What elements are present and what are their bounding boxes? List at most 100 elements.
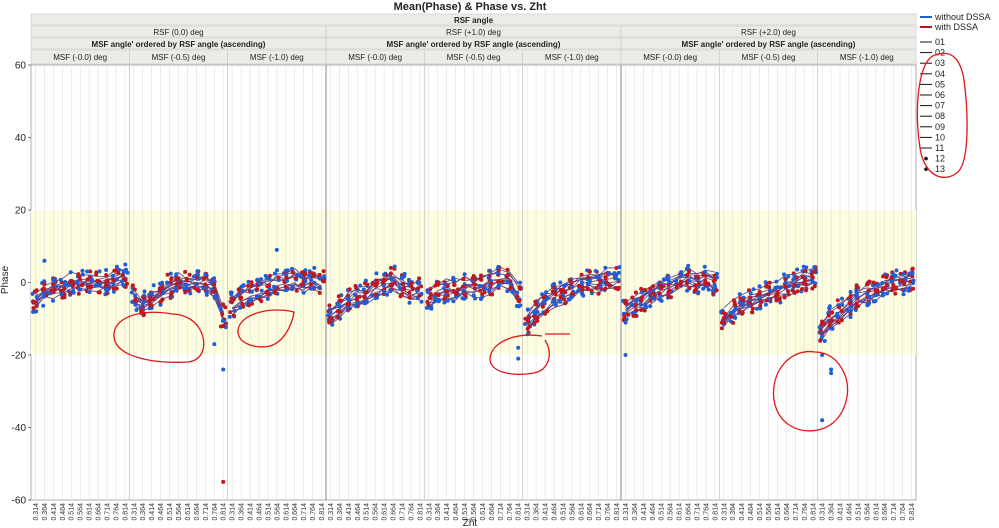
chart-title: Mean(Phase) & Phase vs. Zht [394, 1, 547, 13]
point-without-dssa [774, 279, 779, 284]
point-without-dssa [685, 288, 690, 293]
point-with-dssa [639, 298, 644, 303]
point-without-dssa [141, 299, 146, 304]
point-with-dssa [419, 284, 424, 289]
point-with-dssa [337, 298, 342, 303]
point-with-dssa [818, 338, 823, 343]
point-with-dssa [732, 300, 737, 305]
point-without-dssa [679, 270, 684, 275]
point-without-dssa [518, 280, 522, 285]
point-with-dssa [461, 276, 466, 281]
point-with-dssa [658, 283, 663, 288]
point-without-dssa [419, 299, 424, 304]
x-tick-label: 0.564 [766, 503, 773, 521]
x-tick-label: 0.564 [274, 503, 281, 521]
point-with-dssa [719, 326, 724, 331]
point-with-dssa [375, 281, 380, 286]
point-outlier [516, 356, 521, 361]
point-with-dssa [147, 299, 152, 304]
point-with-dssa [116, 270, 121, 275]
point-without-dssa [629, 302, 634, 307]
point-without-dssa [196, 272, 200, 277]
x-tick-label: 0.414 [248, 503, 255, 521]
x-tick-label: 0.414 [149, 503, 156, 521]
x-tick-label: 0.314 [623, 503, 630, 521]
point-with-dssa [758, 303, 763, 308]
x-tick-label: 0.714 [793, 503, 800, 521]
legend-id-dot [924, 156, 928, 161]
point-without-dssa [587, 279, 592, 284]
point-without-dssa [738, 300, 742, 305]
point-with-dssa [596, 291, 601, 296]
x-tick-label: 0.464 [60, 503, 67, 521]
point-with-dssa [488, 292, 493, 297]
x-tick-label: 0.464 [650, 503, 657, 521]
point-with-dssa [738, 296, 743, 301]
point-with-dssa [321, 269, 326, 274]
point-without-dssa [550, 283, 555, 288]
point-without-dssa [123, 262, 128, 267]
point-without-dssa [840, 302, 845, 307]
rsf-group-label: RSF (0.0) deg [153, 28, 203, 37]
x-tick-label: 0.664 [882, 503, 889, 521]
point-with-dssa [294, 288, 299, 293]
point-without-dssa [907, 271, 912, 276]
point-with-dssa [248, 284, 253, 289]
point-with-dssa [364, 290, 369, 295]
point-without-dssa [757, 284, 762, 289]
x-tick-label: 0.564 [471, 503, 478, 521]
x-tick-label: 0.314 [33, 503, 40, 521]
point-without-dssa [240, 288, 245, 293]
x-tick-label: 0.764 [605, 503, 612, 521]
point-without-dssa [763, 302, 768, 307]
point-without-dssa [221, 318, 226, 323]
x-tick-label: 0.764 [703, 503, 710, 521]
point-without-dssa [581, 293, 586, 298]
point-with-dssa [810, 275, 815, 280]
point-with-dssa [133, 298, 138, 303]
point-with-dssa [114, 286, 119, 291]
msf-header-label: MSF angle' ordered by RSF angle (ascendi… [387, 40, 561, 49]
annotation-circle [113, 311, 205, 363]
point-with-dssa [891, 282, 896, 287]
x-tick-label: 0.364 [534, 503, 541, 521]
point-with-dssa [692, 288, 697, 293]
point-with-dssa [442, 296, 447, 301]
point-without-dssa [570, 284, 575, 289]
point-with-dssa [508, 285, 513, 290]
point-with-dssa [622, 314, 627, 319]
point-without-dssa [648, 304, 653, 309]
point-without-dssa [34, 295, 39, 299]
point-without-dssa [702, 264, 707, 269]
point-without-dssa [593, 269, 598, 273]
point-with-dssa [445, 283, 450, 288]
point-with-dssa [648, 287, 653, 291]
point-with-dssa [804, 288, 808, 293]
point-with-dssa [865, 280, 870, 285]
point-with-dssa [158, 286, 163, 290]
point-without-dssa [312, 265, 317, 270]
point-with-dssa [52, 287, 57, 292]
point-with-dssa [392, 281, 397, 285]
point-without-dssa [142, 289, 147, 294]
point-with-dssa [678, 282, 683, 287]
point-with-dssa [693, 283, 698, 288]
point-without-dssa [757, 295, 762, 300]
point-without-dssa [666, 277, 671, 282]
point-without-dssa [312, 285, 317, 290]
point-without-dssa [80, 268, 85, 273]
point-with-dssa [223, 305, 228, 310]
point-without-dssa [543, 298, 548, 303]
x-tick-label: 0.614 [873, 503, 880, 521]
x-tick-label: 0.814 [122, 503, 129, 521]
point-with-dssa [685, 272, 690, 277]
point-without-dssa [687, 279, 692, 283]
x-tick-label: 0.614 [775, 503, 782, 521]
point-without-dssa [607, 271, 611, 275]
point-without-dssa [354, 304, 358, 309]
x-tick-label: 0.364 [337, 503, 344, 521]
point-without-dssa [238, 305, 243, 310]
point-without-dssa [644, 305, 649, 310]
point-with-dssa [568, 279, 573, 284]
point-with-dssa [657, 291, 662, 296]
